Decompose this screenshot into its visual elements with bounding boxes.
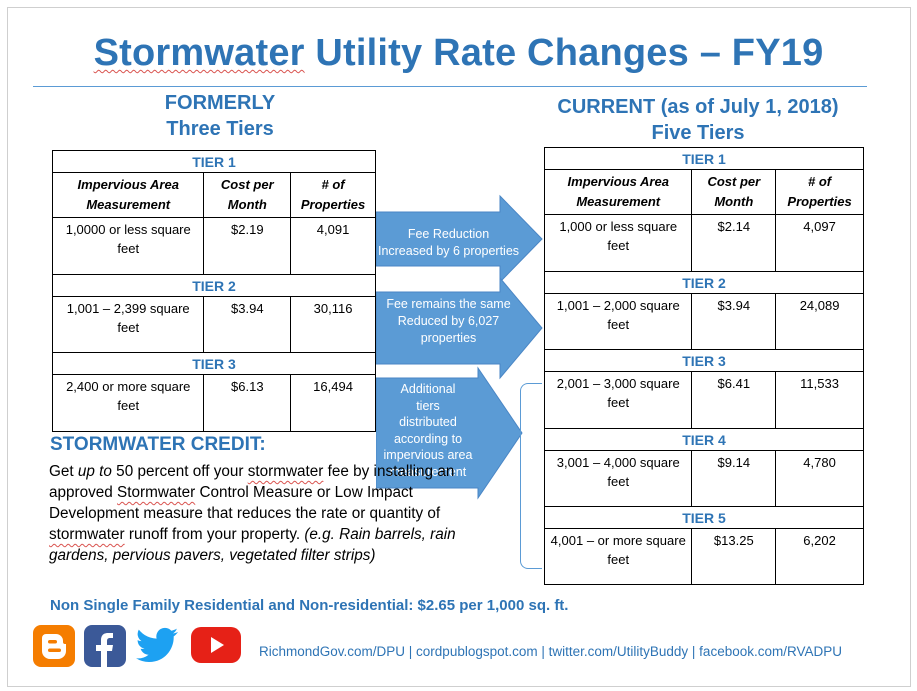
- column-header-cost: Cost per Month: [203, 172, 292, 218]
- tier-label: TIER 5: [544, 506, 864, 529]
- properties-cell: 4,097: [775, 214, 864, 272]
- tier-label: TIER 1: [544, 147, 864, 170]
- title-divider: [33, 86, 867, 87]
- properties-cell: 16,494: [290, 374, 376, 432]
- facebook-icon[interactable]: [84, 625, 126, 667]
- formerly-heading: FORMERLY Three Tiers: [164, 92, 276, 140]
- area-cell: 1,0000 or less square feet: [51, 217, 205, 275]
- current-heading: CURRENT (as of July 1, 2018) Five Tiers: [557, 96, 839, 144]
- column-header-cost: Cost per Month: [691, 169, 777, 215]
- cost-cell: $9.14: [691, 450, 777, 507]
- current-tiers-table: TIER 1 Impervious Area Measurement Cost …: [543, 147, 864, 585]
- area-cell: 2,400 or more square feet: [51, 374, 205, 432]
- page-title: Stormwater Utility Rate Changes – FY19: [93, 32, 824, 74]
- column-header-area: Impervious Area Measurement: [51, 172, 205, 218]
- tier-label: TIER 1: [52, 150, 376, 173]
- fee-same-label: Fee remains the same Reduced by 6,027 pr…: [386, 297, 511, 345]
- area-cell: 2,001 – 3,000 square feet: [543, 371, 693, 429]
- cost-cell: $3.94: [203, 296, 292, 353]
- non-residential-rate: Non Single Family Residential and Non-re…: [50, 597, 569, 614]
- properties-cell: 24,089: [775, 293, 864, 350]
- footer-links[interactable]: RichmondGov.com/DPU | cordpublogspot.com…: [259, 644, 842, 659]
- properties-cell: 30,116: [290, 296, 376, 353]
- blogger-icon[interactable]: [33, 625, 75, 667]
- cost-cell: $6.41: [691, 371, 777, 429]
- cost-cell: $6.13: [203, 374, 292, 432]
- properties-cell: 11,533: [775, 371, 864, 429]
- area-cell: 1,000 or less square feet: [543, 214, 693, 272]
- tier-label: TIER 4: [544, 428, 864, 451]
- tier-label: TIER 2: [544, 271, 864, 294]
- column-header-properties: # of Properties: [775, 169, 864, 215]
- cost-cell: $3.94: [691, 293, 777, 350]
- column-header-properties: # of Properties: [290, 172, 376, 218]
- tier-group-bracket: [520, 383, 542, 569]
- area-cell: 4,001 – or more square feet: [543, 528, 693, 585]
- column-header-area: Impervious Area Measurement: [543, 169, 693, 215]
- credit-heading: STORMWATER CREDIT:: [50, 434, 266, 455]
- tier-label: TIER 2: [52, 274, 376, 297]
- fee-same-arrow: [376, 276, 543, 380]
- twitter-icon[interactable]: [134, 625, 178, 667]
- youtube-icon[interactable]: [191, 627, 241, 663]
- tier-label: TIER 3: [52, 352, 376, 375]
- fee-reduction-arrow: [376, 194, 543, 284]
- cost-cell: $2.19: [203, 217, 292, 275]
- area-cell: 1,001 – 2,000 square feet: [543, 293, 693, 350]
- fee-reduction-label: Fee Reduction Increased by 6 properties: [377, 227, 520, 258]
- additional-tiers-arrow: [376, 366, 523, 500]
- area-cell: 3,001 – 4,000 square feet: [543, 450, 693, 507]
- former-tiers-table: TIER 1 Impervious Area Measurement Cost …: [51, 150, 376, 432]
- cost-cell: $2.14: [691, 214, 777, 272]
- tier-label: TIER 3: [544, 349, 864, 372]
- credit-paragraph: Get up to 50 percent off your stormwater…: [49, 463, 456, 564]
- properties-cell: 4,780: [775, 450, 864, 507]
- slide-frame: [7, 7, 911, 687]
- properties-cell: 4,091: [290, 217, 376, 275]
- additional-tiers-label: Additional tiers distributed according t…: [383, 382, 473, 479]
- area-cell: 1,001 – 2,399 square feet: [51, 296, 205, 353]
- properties-cell: 6,202: [775, 528, 864, 585]
- cost-cell: $13.25: [691, 528, 777, 585]
